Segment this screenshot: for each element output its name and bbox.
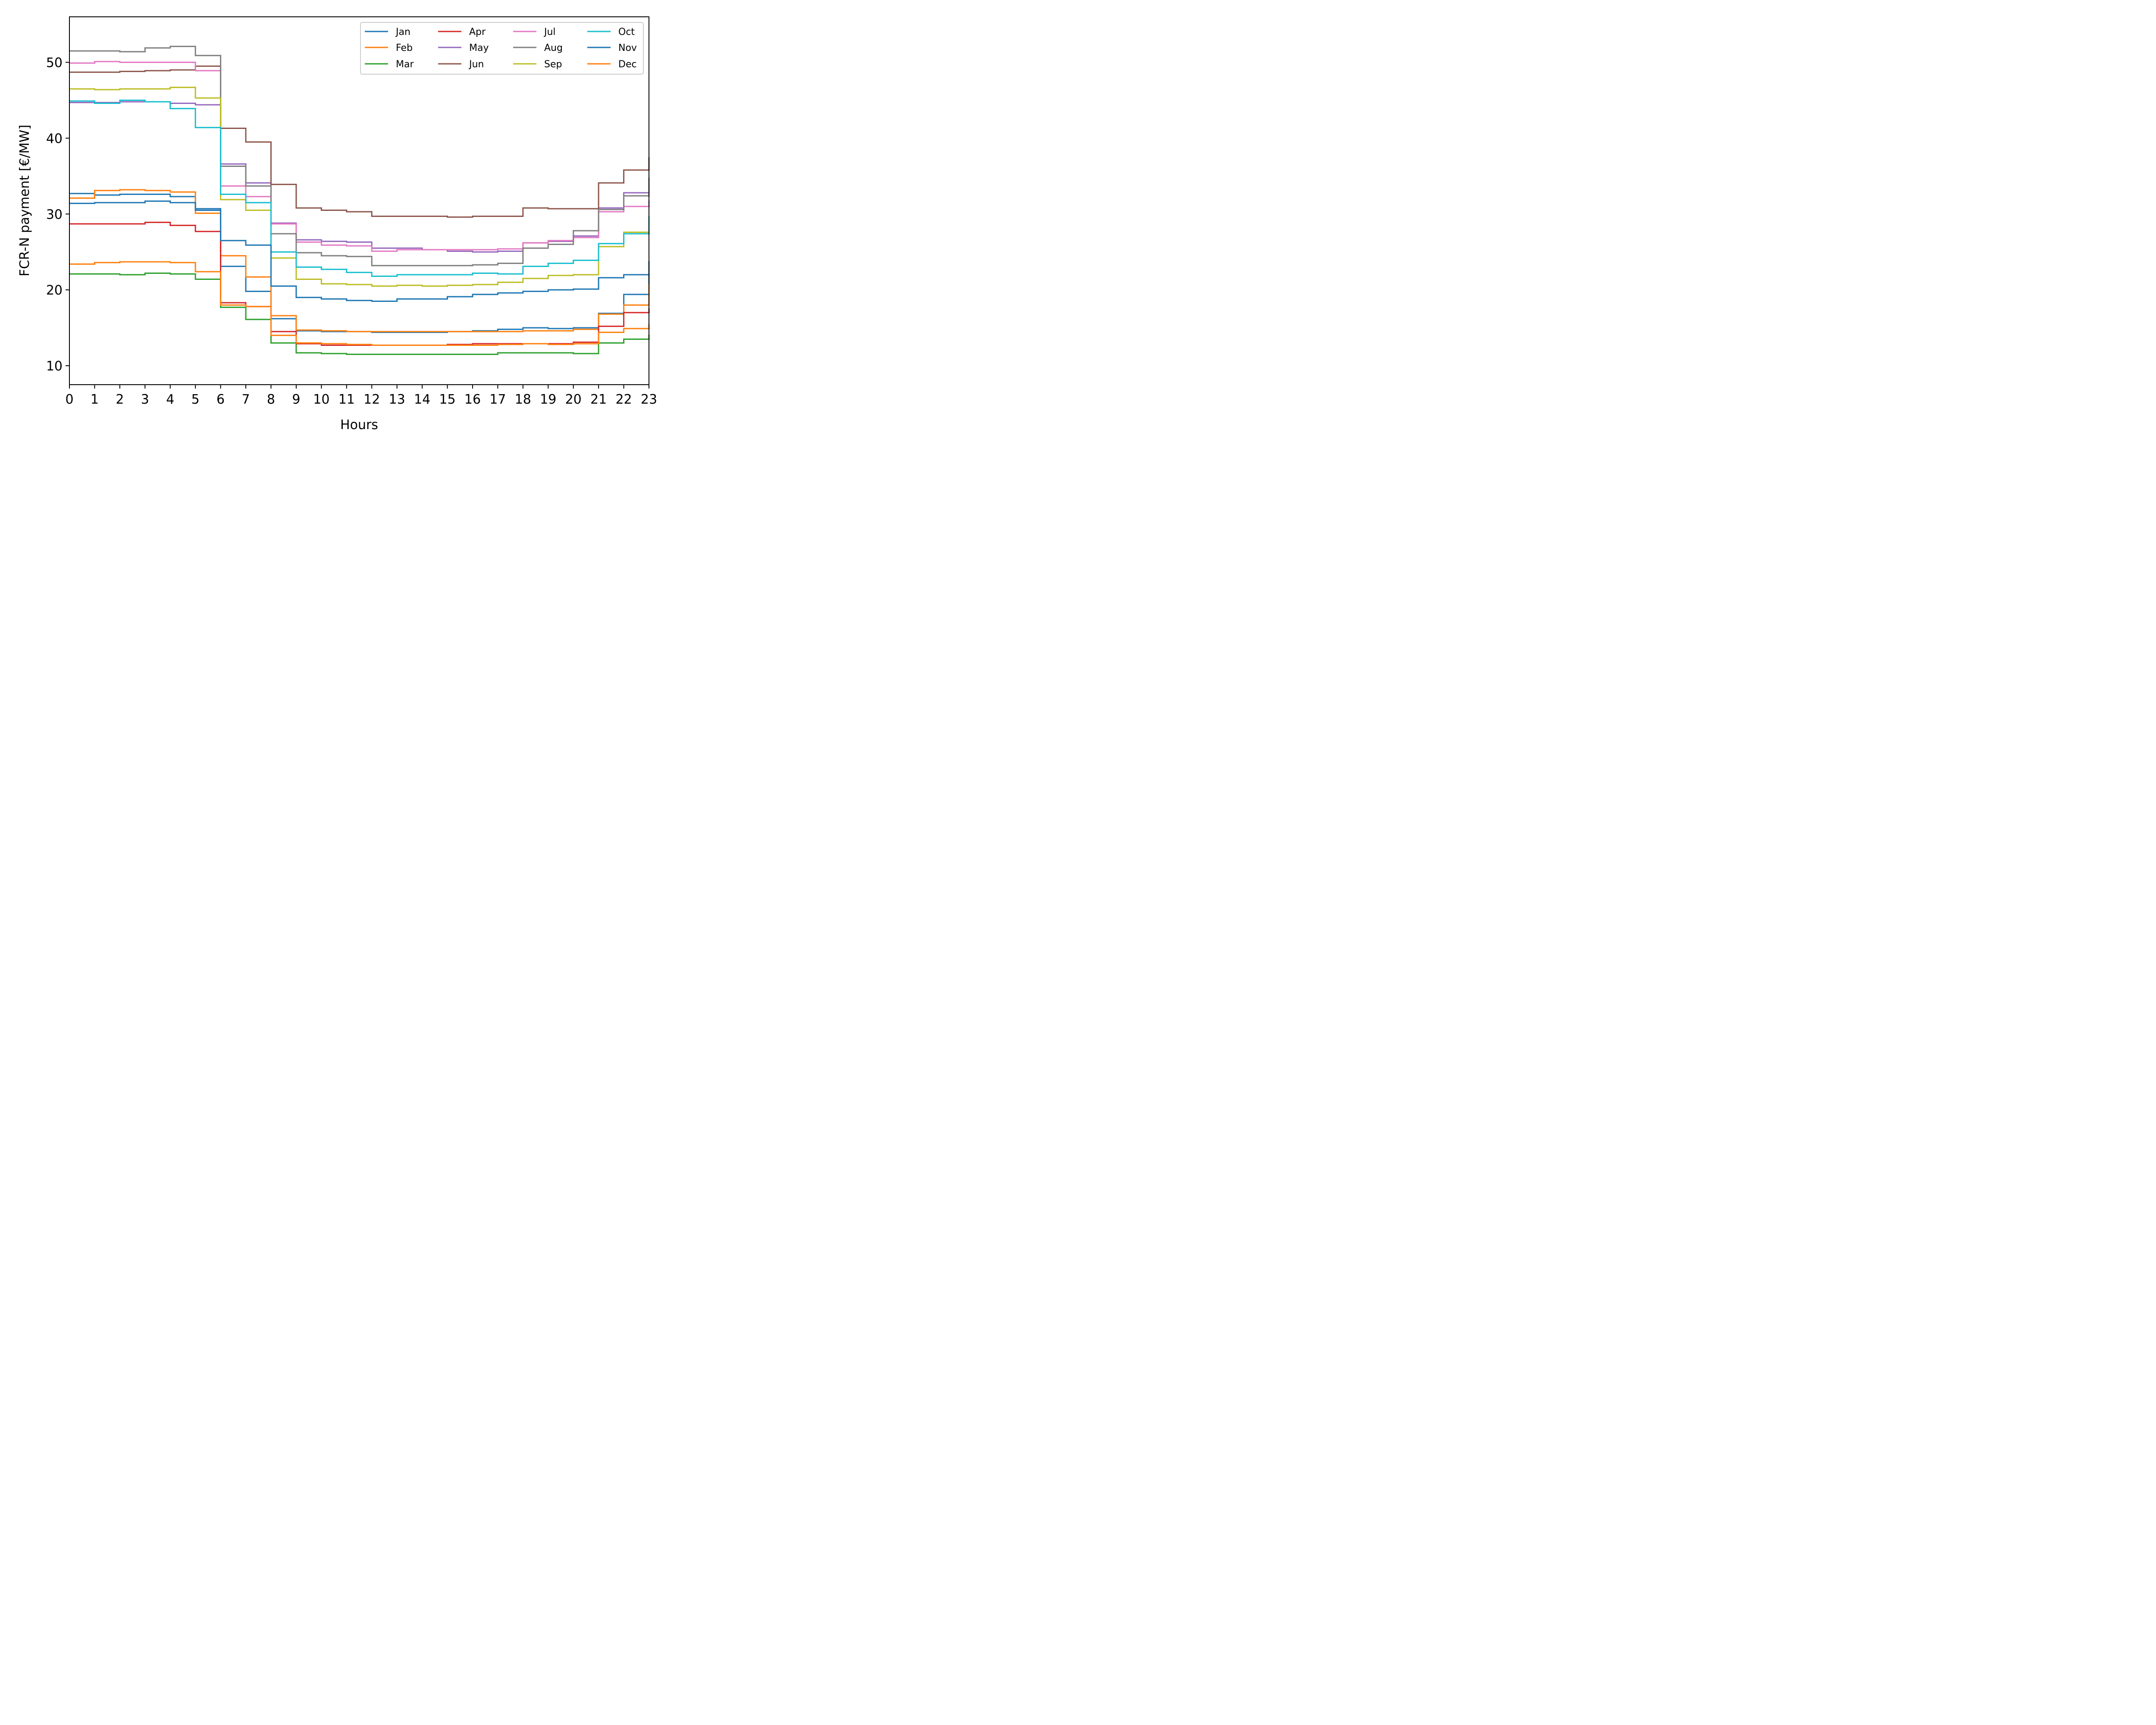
x-axis-ticks: 0 1 2 3 4 5 6 7 8 9 10 11 12 13 14 15 16 17 18 19 20 21 22 23 (65, 385, 657, 407)
y-tick-label: 50 (46, 56, 63, 71)
legend-label-jun: Jun (468, 59, 484, 70)
series-line-sep (69, 87, 650, 287)
x-tick-label: 0 (65, 392, 73, 407)
x-tick-label: 18 (515, 392, 531, 407)
x-tick-label: 7 (241, 392, 250, 407)
x-tick-label: 21 (590, 392, 607, 407)
legend-label-feb: Feb (396, 43, 413, 53)
series-line-oct (69, 99, 650, 277)
x-tick-label: 1 (91, 392, 99, 407)
y-tick-label: 10 (46, 359, 63, 374)
x-tick-label: 4 (166, 392, 174, 407)
series-line-apr (69, 222, 650, 346)
legend-label-may: May (469, 43, 489, 53)
legend-label-mar: Mar (396, 59, 414, 70)
y-tick-label: 20 (46, 283, 63, 298)
legend-label-nov: Nov (618, 43, 637, 53)
x-tick-label: 8 (267, 392, 275, 407)
legend-label-jul: Jul (543, 27, 556, 38)
x-tick-label: 9 (292, 392, 300, 407)
legend-box (360, 22, 644, 75)
x-tick-label: 6 (216, 392, 225, 407)
x-axis-label: Hours (340, 417, 378, 433)
x-tick-label: 17 (489, 392, 506, 407)
x-tick-label: 15 (439, 392, 455, 407)
legend: Jan Feb Mar Apr May Jun Jul Aug Sep Oct Nov Dec (360, 22, 644, 75)
x-tick-label: 3 (141, 392, 149, 407)
y-axis-ticks: 10 20 30 40 50 (46, 56, 69, 374)
chart: 0 1 2 3 4 5 6 7 8 9 10 11 12 13 14 15 16 17 18 19 20 21 22 23 1… (0, 0, 673, 448)
y-tick-label: 40 (46, 131, 63, 146)
x-tick-label: 20 (565, 392, 582, 407)
legend-label-jan: Jan (395, 27, 411, 38)
x-tick-label: 10 (313, 392, 329, 407)
x-tick-label: 16 (464, 392, 481, 407)
x-tick-label: 22 (615, 392, 632, 407)
y-axis-label: FCR-N payment [€/MW] (17, 125, 32, 276)
x-tick-label: 13 (389, 392, 405, 407)
series-line-aug (69, 46, 650, 267)
legend-label-aug: Aug (544, 43, 563, 53)
series-line-nov (69, 200, 650, 302)
legend-label-apr: Apr (469, 27, 486, 38)
x-tick-label: 5 (191, 392, 200, 407)
legend-label-dec: Dec (618, 59, 637, 70)
legend-label-oct: Oct (618, 27, 635, 38)
series-line-feb (69, 189, 650, 332)
series-line-may (69, 101, 650, 253)
x-tick-label: 2 (116, 392, 124, 407)
series-line-dec (69, 261, 650, 346)
y-tick-label: 30 (46, 207, 63, 222)
x-tick-label: 11 (338, 392, 355, 407)
x-tick-label: 19 (540, 392, 556, 407)
plot-frame (69, 16, 649, 385)
x-tick-label: 12 (364, 392, 380, 407)
x-tick-label: 23 (641, 392, 657, 407)
series-line-jun (69, 65, 650, 218)
legend-label-sep: Sep (544, 59, 562, 70)
x-tick-label: 14 (414, 392, 430, 407)
series-line-mar (69, 272, 650, 355)
series-layer (69, 46, 650, 355)
